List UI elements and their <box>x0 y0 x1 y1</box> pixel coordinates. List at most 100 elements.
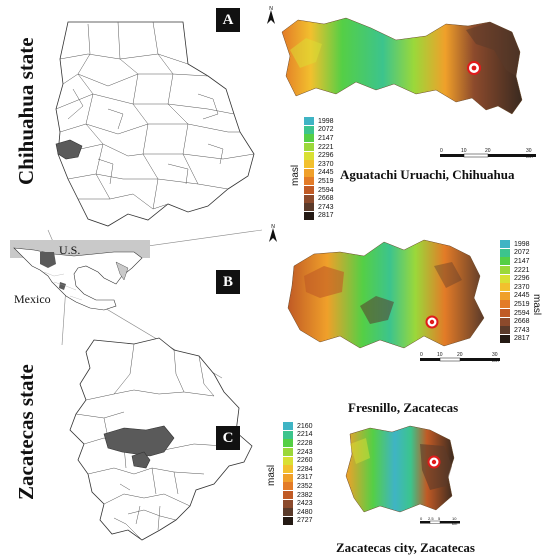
legend-swatch <box>304 125 314 134</box>
legend-value: 2519 <box>318 177 334 185</box>
legend-swatch <box>304 194 314 203</box>
legend-swatch <box>283 473 293 482</box>
scale-b-label-0: 0 <box>420 352 423 358</box>
legend-swatch <box>304 177 314 186</box>
legend-value: 2727 <box>297 517 313 525</box>
legend-swatch <box>500 257 510 266</box>
legend-row: 2668 <box>500 317 530 326</box>
scale-c-label-1: 2.5 <box>428 516 434 521</box>
zacatecas-state-map <box>69 337 253 541</box>
legend-row: 2160 <box>283 422 313 431</box>
legend-value: 2519 <box>514 300 530 308</box>
legend-swatch <box>304 186 314 195</box>
legend-swatch <box>283 499 293 508</box>
legend-unit-c: masl <box>266 464 277 486</box>
legend-value: 2221 <box>318 143 334 151</box>
legend-swatch <box>283 430 293 439</box>
scale-b-label-3: 30 km <box>492 352 499 364</box>
legend-swatch <box>283 448 293 457</box>
legend-swatch <box>304 151 314 160</box>
legend-row: 2445 <box>304 168 334 178</box>
north-america-overview-map <box>10 240 150 311</box>
study-site-marker-icon <box>427 455 441 469</box>
mexico-label: Mexico <box>14 292 51 306</box>
map-caption-a: Aguatachi Uruachi, Chihuahua <box>340 167 515 182</box>
panel-label-b: B <box>216 270 240 294</box>
scale-a-label-0: 0 <box>440 148 443 154</box>
chihuahua-state-map <box>55 21 255 227</box>
north-arrow-icon: N <box>269 224 277 242</box>
legend-row: 2284 <box>283 465 313 474</box>
legend-value: 2221 <box>514 266 530 274</box>
legend-row: 2370 <box>500 283 530 292</box>
legend-row: 2594 <box>304 186 334 195</box>
legend-row: 2296 <box>500 274 530 283</box>
legend-row: 2445 <box>500 291 530 301</box>
legend-value: 1998 <box>514 240 530 248</box>
legend-row: 2317 <box>283 473 313 483</box>
legend-row: 2228 <box>283 439 313 448</box>
legend-value: 2382 <box>297 491 313 499</box>
legend-swatch <box>500 300 510 309</box>
legend-swatch <box>283 482 293 491</box>
legend-value: 2214 <box>297 431 313 439</box>
uruachi-municipality <box>55 139 83 160</box>
scale-a-label-2: 20 <box>485 148 491 154</box>
legend-swatch <box>304 143 314 152</box>
legend-row: 2221 <box>304 143 334 152</box>
scale-bar-c: 0 2.5 5 10 km <box>420 516 460 527</box>
fresnillo-municipality <box>103 425 175 457</box>
elevation-map-b <box>287 239 485 349</box>
legend-row: 2260 <box>283 456 313 465</box>
legend-row: 2519 <box>500 300 530 309</box>
legend-row: 2072 <box>304 125 334 135</box>
legend-value: 2147 <box>514 257 530 265</box>
legend-row: 2817 <box>500 334 530 344</box>
elevation-map-a <box>281 17 523 115</box>
legend-value: 2743 <box>318 203 334 211</box>
legend-value: 2260 <box>297 457 313 465</box>
panel-label-a: A <box>216 8 240 32</box>
legend-value: 2228 <box>297 439 313 447</box>
legend-row: 2519 <box>304 177 334 186</box>
panel-label-c: C <box>216 426 240 450</box>
legend-row: 2214 <box>283 430 313 440</box>
map-caption-b: Fresnillo, Zacatecas <box>348 400 459 415</box>
legend-row: 2072 <box>500 248 530 258</box>
legend-row: 2594 <box>500 309 530 318</box>
legend-row: 1998 <box>500 240 530 249</box>
study-site-marker-icon <box>425 315 439 329</box>
legend-value: 2817 <box>318 212 334 220</box>
legend-value: 2817 <box>514 335 530 343</box>
legend-swatch <box>304 117 314 126</box>
legend-value: 2668 <box>514 318 530 326</box>
legend-unit-a: masl <box>290 164 301 186</box>
legend-value: 2480 <box>297 508 313 516</box>
legend-swatch <box>304 168 314 177</box>
legend-value: 2296 <box>318 152 334 160</box>
elevation-legend-b: 1998 2072 2147 2221 2296 2370 2445 2519 2594 2668… <box>500 240 530 343</box>
legend-value: 2445 <box>318 169 334 177</box>
legend-swatch <box>500 317 510 326</box>
scale-b-label-1: 10 <box>437 352 443 358</box>
scale-c-label-2: 5 <box>438 516 441 521</box>
legend-swatch <box>500 240 510 249</box>
legend-row: 2370 <box>304 160 334 169</box>
legend-swatch <box>304 211 314 220</box>
legend-value: 2072 <box>318 126 334 134</box>
zacatecas-city-municipality <box>131 451 151 469</box>
scale-a-label-3: 30 km <box>526 148 533 160</box>
legend-swatch <box>304 134 314 143</box>
north-arrow-icon: N <box>267 6 275 24</box>
legend-swatch <box>500 334 510 343</box>
legend-value: 2423 <box>297 500 313 508</box>
legend-value: 2370 <box>318 160 334 168</box>
legend-swatch <box>500 248 510 257</box>
legend-value: 2352 <box>297 482 313 490</box>
legend-value: 2668 <box>318 195 334 203</box>
scale-c-label-0: 0 <box>420 516 423 521</box>
legend-swatch <box>500 266 510 275</box>
legend-value: 2072 <box>514 249 530 257</box>
legend-swatch <box>304 203 314 212</box>
legend-swatch <box>500 326 510 335</box>
